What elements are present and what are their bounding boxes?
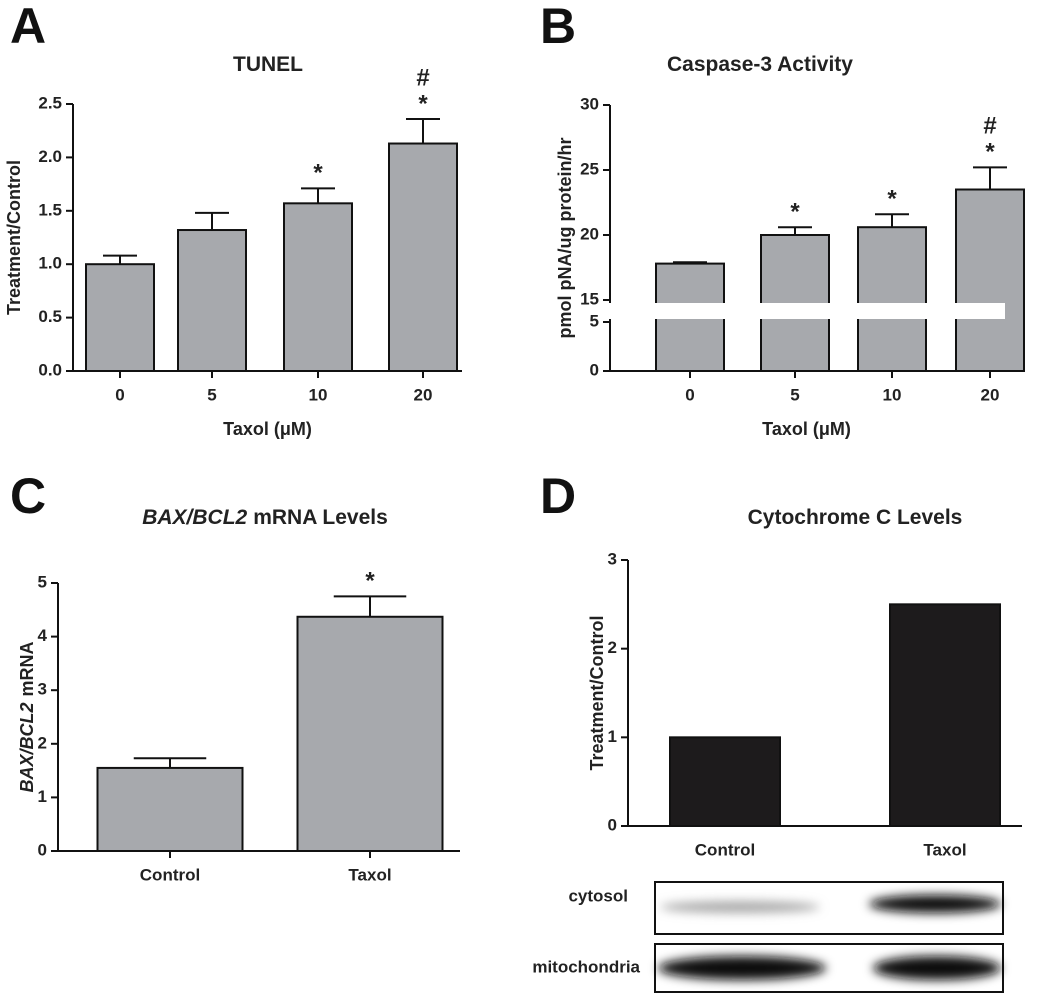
bar [296, 615, 444, 852]
y-axis-label: Treatment/Control [587, 615, 607, 770]
blot-band [658, 956, 826, 980]
blot-label: mitochondria [532, 957, 640, 976]
y-tick-label: 2 [608, 638, 617, 657]
panel-label: D [540, 468, 576, 524]
y-axis-label: pmol pNA/ug protein/hr [555, 138, 575, 339]
y-tick-label: 5 [38, 572, 47, 591]
y-tick-label: 0.0 [38, 360, 62, 379]
y-tick-label: 2.0 [38, 147, 62, 166]
significance-marker: # [983, 113, 996, 140]
blot-band [869, 895, 1001, 913]
y-tick-label: 1.0 [38, 254, 62, 273]
chart-title: Caspase-3 Activity [667, 53, 853, 76]
bar [669, 736, 781, 827]
x-axis-label: Taxol (μM) [223, 419, 312, 439]
y-tick-label: 2 [38, 733, 47, 752]
y-tick-label: 20 [580, 224, 599, 243]
x-tick-label: Taxol [923, 840, 966, 859]
bar [955, 188, 1025, 372]
significance-marker: * [790, 199, 800, 226]
bar [889, 603, 1001, 827]
x-axis-label: Taxol (μM) [762, 419, 851, 439]
y-tick-label: 25 [580, 159, 599, 178]
x-tick-label: 20 [414, 385, 433, 404]
text-part: Cytochrome C Levels [748, 506, 963, 529]
blot-label: cytosol [568, 886, 628, 905]
text-part: BAX/BCL2 [142, 506, 247, 529]
bar [857, 226, 927, 372]
y-tick-label: 5 [590, 311, 599, 330]
panel-label: B [540, 0, 576, 54]
text-part: Caspase-3 Activity [667, 53, 853, 76]
y-tick-label: 0 [608, 815, 617, 834]
bar [85, 263, 155, 373]
x-tick-label: Control [695, 840, 755, 859]
text-part: pmol pNA/ug protein/hr [555, 138, 575, 339]
axis-break [600, 303, 1005, 319]
text-part: TUNEL [233, 53, 303, 76]
x-tick-label: 20 [981, 385, 1000, 404]
chart-title: Cytochrome C Levels [748, 506, 963, 529]
y-tick-label: 0 [38, 840, 47, 859]
chart-title: BAX/BCL2 mRNA Levels [142, 506, 388, 529]
y-axis-label: Treatment/Control [4, 160, 24, 315]
y-tick-label: 0 [590, 360, 599, 379]
x-tick-label: 10 [883, 385, 902, 404]
text-part: BAX/BCL2 [17, 703, 37, 793]
text-part: mRNA Levels [253, 506, 388, 529]
x-tick-label: 5 [790, 385, 799, 404]
blot-band [660, 901, 820, 913]
significance-marker: * [313, 160, 323, 187]
panel-label: C [10, 468, 46, 524]
y-tick-label: 1.5 [38, 200, 62, 219]
significance-marker: * [418, 90, 428, 117]
bar [388, 142, 458, 372]
x-tick-label: 0 [115, 385, 124, 404]
x-tick-label: Taxol [348, 865, 391, 884]
y-axis-label: BAX/BCL2 mRNA [17, 641, 37, 792]
y-tick-label: 3 [38, 680, 47, 699]
bar [283, 202, 353, 372]
y-tick-label: 2.5 [38, 93, 62, 112]
text-part: Treatment/Control [4, 160, 24, 315]
blot-band [873, 956, 1001, 980]
text-part: Treatment/Control [587, 615, 607, 770]
y-tick-label: 1 [608, 727, 617, 746]
y-tick-label: 30 [580, 94, 599, 113]
bar [96, 766, 244, 852]
significance-marker: # [416, 64, 429, 91]
significance-marker: * [365, 568, 375, 595]
y-tick-label: 15 [580, 289, 599, 308]
y-tick-label: 4 [38, 626, 48, 645]
y-tick-label: 1 [38, 787, 47, 806]
text-part: mRNA [17, 641, 37, 696]
chart-title: TUNEL [233, 53, 303, 76]
y-tick-label: 3 [608, 549, 617, 568]
x-tick-label: 10 [309, 385, 328, 404]
x-tick-label: Control [140, 865, 200, 884]
bar [177, 229, 247, 372]
blot [654, 881, 1004, 993]
x-tick-label: 0 [685, 385, 694, 404]
x-tick-label: 5 [207, 385, 216, 404]
significance-marker: * [985, 139, 995, 166]
panel-label: A [10, 0, 46, 54]
y-tick-label: 0.5 [38, 307, 62, 326]
significance-marker: * [887, 186, 897, 213]
